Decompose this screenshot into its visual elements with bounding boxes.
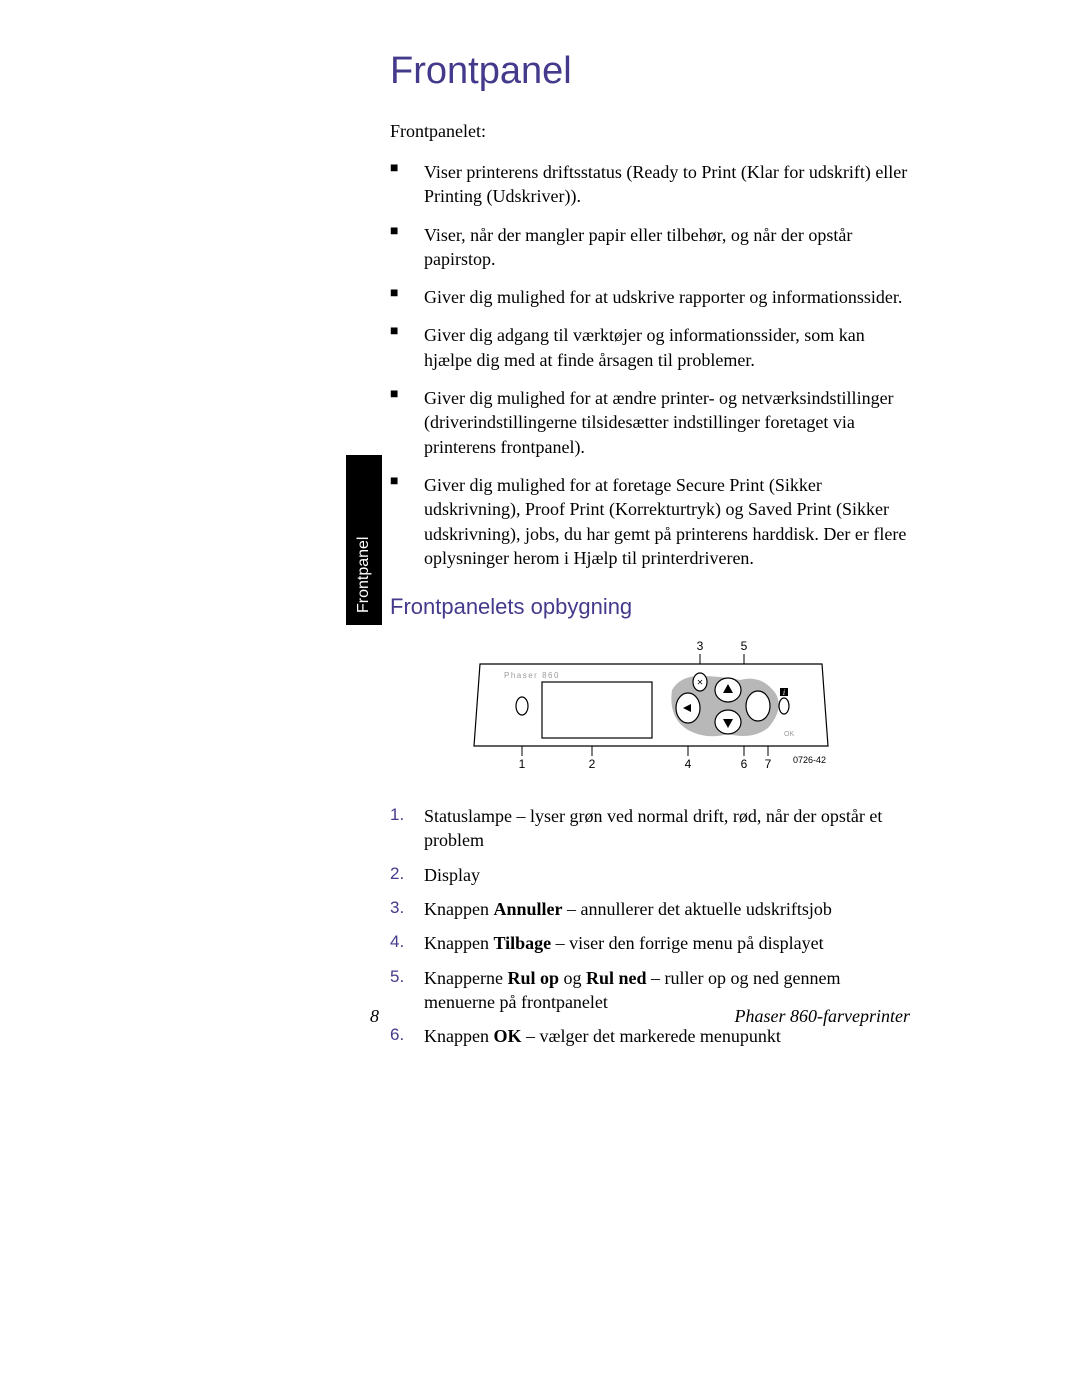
bullet-item: Giver dig adgang til værktøjer og inform…	[424, 323, 910, 372]
page-content: Frontpanel Frontpanelet: Viser printeren…	[390, 50, 910, 1059]
bullet-item: Giver dig mulighed for at udskrive rappo…	[424, 285, 910, 309]
frontpanel-diagram: 3 5 Phaser 860 ✕ OK i 1 2 4 6 7 0726-42	[444, 638, 856, 778]
item-number: 2.	[390, 863, 404, 886]
item-number: 4.	[390, 931, 404, 954]
numbered-item: 6. Knappen OK – vælger det markerede menu…	[390, 1024, 910, 1048]
svg-text:5: 5	[741, 639, 748, 653]
bullet-item: Giver dig mulighed for at foretage Secur…	[424, 473, 910, 570]
bullet-item: Viser printerens driftsstatus (Ready to …	[424, 160, 910, 209]
item-text: Knappen Annuller – annullerer det aktuel…	[424, 899, 832, 919]
svg-text:4: 4	[685, 757, 692, 771]
item-text: Knappen Tilbage – viser den forrige menu…	[424, 933, 824, 953]
numbered-item: 2. Display	[390, 863, 910, 887]
bullet-item: Giver dig mulighed for at ændre printer-…	[424, 386, 910, 459]
section-subhead: Frontpanelets opbygning	[390, 594, 910, 620]
bullet-item: Viser, når der mangler papir eller tilbe…	[424, 223, 910, 272]
footer-product: Phaser 860-farveprinter	[710, 1006, 910, 1027]
page-number: 8	[370, 1006, 379, 1027]
svg-text:1: 1	[519, 757, 526, 771]
page-title: Frontpanel	[390, 50, 910, 93]
item-text: Statuslampe – lyser grøn ved normal drif…	[424, 806, 882, 850]
numbered-item: 4. Knappen Tilbage – viser den forrige me…	[390, 931, 910, 955]
item-text: Knappen OK – vælger det markerede menupu…	[424, 1026, 781, 1046]
intro-text: Frontpanelet:	[390, 121, 910, 142]
svg-text:OK: OK	[784, 731, 794, 738]
item-number: 1.	[390, 804, 404, 827]
numbered-item: 3. Knappen Annuller – annullerer det aktu…	[390, 897, 910, 921]
svg-text:6: 6	[741, 757, 748, 771]
svg-text:3: 3	[697, 639, 704, 653]
svg-text:2: 2	[589, 757, 596, 771]
diagram-container: 3 5 Phaser 860 ✕ OK i 1 2 4 6 7 0726-42	[444, 638, 910, 778]
svg-text:Phaser 860: Phaser 860	[504, 671, 560, 680]
svg-text:✕: ✕	[697, 678, 704, 687]
numbered-item: 1. Statuslampe – lyser grøn ved normal dr…	[390, 804, 910, 853]
svg-text:7: 7	[765, 757, 772, 771]
item-number: 5.	[390, 966, 404, 989]
svg-text:i: i	[783, 688, 785, 697]
item-number: 3.	[390, 897, 404, 920]
item-text: Display	[424, 865, 480, 885]
bullet-list: Viser printerens driftsstatus (Ready to …	[390, 160, 910, 570]
item-number: 6.	[390, 1024, 404, 1047]
side-tab: Frontpanel	[346, 455, 382, 625]
side-tab-label: Frontpanel	[346, 467, 382, 613]
svg-text:0726-42: 0726-42	[793, 755, 826, 765]
